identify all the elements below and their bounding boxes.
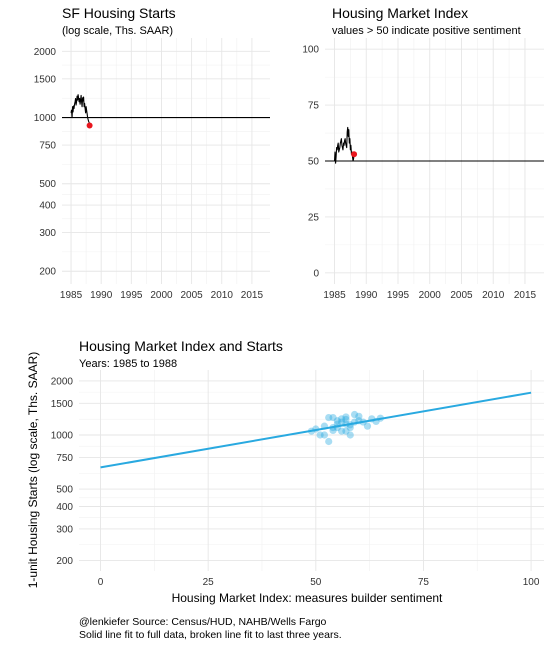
starts-subtitle: (log scale, Ths. SAAR) [62,25,173,37]
scatter-point [338,427,346,435]
scatter-point [372,417,380,426]
scatter-point [342,415,350,424]
scatter-fit-line [100,391,532,469]
starts-latest-point [86,122,93,129]
starts-x-tick-label: 2005 [180,290,203,301]
scatter-x-axis-title: Housing Market Index: measures builder s… [172,591,443,605]
scatter-point [350,410,359,419]
hmi-x-tick-label: 2010 [482,290,505,301]
hmi-y-tick-label: 50 [308,157,320,168]
scatter-point [329,426,337,435]
starts-y-tick-label: 750 [39,141,56,152]
scatter-point [346,423,354,432]
hmi-title: Housing Market Index [332,5,468,21]
scatter-y-tick-label: 1500 [51,399,74,410]
starts-y-tick-label: 1000 [34,113,57,124]
scatter-point [350,418,359,426]
scatter-y-tick-label: 200 [56,556,73,567]
scatter-point [316,431,324,439]
hmi-x-tick-label: 1995 [387,290,410,301]
scatter-y-tick-label: 2000 [51,376,74,387]
scatter-point [355,412,363,420]
scatter-point [329,413,337,422]
scatter-x-tick-label: 100 [523,577,540,588]
scatter-point [376,414,384,422]
scatter-panel: 0 25 50 75 100 200 300 400 500 750 1000 1500 2000 [51,370,544,588]
scatter-point [329,423,337,432]
scatter-title: Housing Market Index and Starts [79,338,283,354]
starts-x-tick-label: 2015 [241,290,264,301]
hmi-x-tick-label: 1990 [355,290,378,301]
starts-x-tick-label: 1985 [60,290,83,301]
hmi-y-tick-label: 25 [308,212,320,223]
scatter-point [368,415,376,423]
scatter-point [338,415,346,423]
scatter-point [363,422,372,430]
scatter-point [346,421,354,429]
hmi-y-tick-label: 75 [308,101,320,112]
scatter-point [338,418,346,426]
scatter-x-tick-label: 50 [310,577,322,588]
hmi-subtitle: values > 50 indicate positive sentiment [332,25,521,37]
scatter-point [320,422,329,430]
hmi-x-tick-label: 2015 [514,290,537,301]
hmi-panel: 1985 1990 1995 2000 2005 2010 2015 0 25 50 75 100 [302,38,544,301]
starts-x-tick-label: 1990 [90,290,113,301]
scatter-point [325,413,333,422]
scatter-y-tick-label: 400 [56,502,73,513]
starts-y-tick-label: 300 [39,228,56,239]
scatter-y-tick-label: 1000 [51,430,74,441]
caption-note: Solid line fit to full data, broken line… [79,629,342,641]
starts-x-tick-label: 2000 [150,290,173,301]
starts-y-tick-label: 400 [39,201,56,212]
starts-panel: 1985 1990 1995 2000 2005 2010 2015 200 300 400 500… [34,38,270,301]
starts-y-tick-label: 200 [39,267,56,278]
scatter-y-axis-title: 1-unit Housing Starts (log scale, Ths. S… [26,352,40,589]
starts-y-tick-label: 2000 [34,47,57,58]
hmi-x-tick-label: 2000 [419,290,442,301]
scatter-point [342,420,350,428]
scatter-point [342,427,350,435]
starts-series-line [70,94,91,126]
hmi-y-tick-label: 0 [313,268,319,279]
scatter-point [346,431,354,439]
hmi-y-tick-label: 100 [302,45,319,56]
scatter-y-tick-label: 750 [56,453,73,464]
scatter-point [325,437,333,446]
scatter-point [333,417,341,425]
scatter-point [359,418,367,426]
scatter-point [333,423,341,432]
starts-y-tick-label: 1500 [34,74,57,85]
scatter-y-tick-label: 300 [56,524,73,535]
scatter-point [342,413,350,421]
hmi-x-tick-label: 1985 [323,290,346,301]
scatter-y-tick-label: 500 [56,485,73,496]
starts-y-tick-label: 500 [39,179,56,190]
scatter-point [355,417,363,425]
scatter-x-tick-label: 25 [203,577,215,588]
hmi-x-tick-label: 2005 [450,290,473,301]
scatter-point [320,431,329,439]
scatter-subtitle: Years: 1985 to 1988 [79,358,177,370]
caption-source: @lenkiefer Source: Census/HUD, NAHB/Well… [79,616,327,628]
starts-title: SF Housing Starts [62,5,176,21]
starts-x-tick-label: 1995 [120,290,143,301]
scatter-point [307,427,316,435]
scatter-point [312,425,320,433]
hmi-latest-point [351,151,358,158]
starts-x-tick-label: 2010 [211,290,234,301]
scatter-point [333,420,341,428]
scatter-x-tick-label: 75 [418,577,430,588]
hmi-series-line [333,126,355,164]
scatter-x-tick-label: 0 [98,577,104,588]
